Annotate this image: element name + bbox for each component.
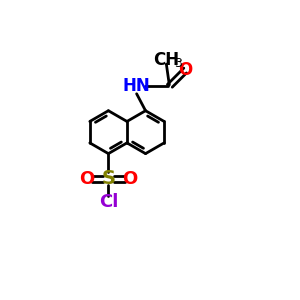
Text: S: S (101, 169, 116, 188)
Text: HN: HN (123, 77, 151, 95)
Text: O: O (80, 170, 94, 188)
Text: O: O (178, 61, 193, 79)
Text: Cl: Cl (99, 193, 118, 211)
Text: O: O (122, 170, 137, 188)
Text: 3: 3 (174, 57, 182, 70)
Text: CH: CH (153, 51, 179, 69)
